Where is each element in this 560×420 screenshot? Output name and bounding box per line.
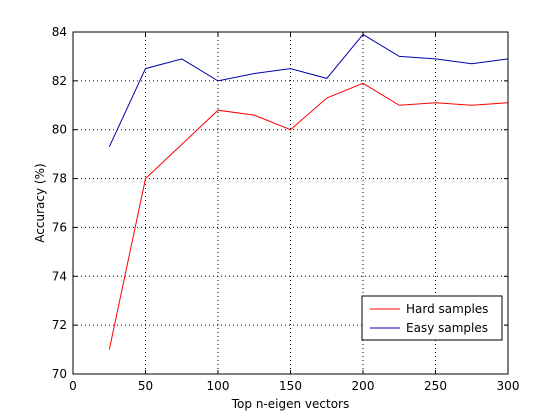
y-tick-label: 76 xyxy=(52,220,67,234)
y-tick-label: 84 xyxy=(52,25,67,39)
y-axis-label: Accuracy (%) xyxy=(33,163,47,242)
x-tick-label: 200 xyxy=(352,379,375,393)
tick-labels: 0 50 100 150 200 250 300 70 72 74 76 78 80 82 84 xyxy=(52,25,520,393)
legend: Hard samples Easy samples xyxy=(361,295,503,341)
y-tick-label: 82 xyxy=(52,74,67,88)
series-group xyxy=(108,33,509,350)
legend-label: Easy samples xyxy=(406,321,488,335)
x-axis-label: Top n-eigen vectors xyxy=(231,397,349,411)
y-tick-label: 78 xyxy=(52,172,67,186)
y-tick-label: 70 xyxy=(52,367,67,381)
y-tick-label: 72 xyxy=(52,318,67,332)
y-tick-label: 74 xyxy=(52,269,67,283)
x-tick-label: 300 xyxy=(497,379,520,393)
legend-box xyxy=(361,295,503,341)
ticks xyxy=(72,31,509,375)
series-line-hard-samples xyxy=(108,82,509,350)
x-tick-label: 250 xyxy=(424,379,447,393)
series-line-easy-samples xyxy=(108,33,509,148)
x-tick-label: 50 xyxy=(138,379,153,393)
x-tick-label: 0 xyxy=(69,379,77,393)
x-tick-label: 100 xyxy=(207,379,230,393)
y-tick-label: 80 xyxy=(52,123,67,137)
legend-label: Hard samples xyxy=(406,302,488,316)
x-tick-label: 150 xyxy=(279,379,302,393)
